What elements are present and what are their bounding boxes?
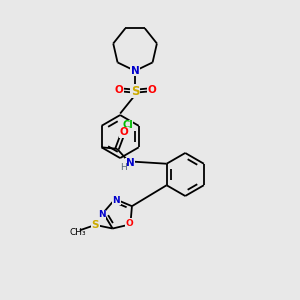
Text: CH₃: CH₃ [70, 228, 87, 237]
Text: O: O [126, 219, 134, 228]
Text: N: N [125, 158, 134, 168]
Text: S: S [131, 85, 139, 98]
Text: H: H [120, 164, 126, 172]
Text: Cl: Cl [122, 120, 133, 130]
Text: N: N [131, 66, 140, 76]
Text: O: O [119, 127, 128, 137]
Text: N: N [112, 196, 120, 205]
Text: O: O [147, 85, 156, 95]
Text: N: N [98, 210, 106, 219]
Text: S: S [92, 220, 99, 230]
Text: O: O [114, 85, 123, 95]
